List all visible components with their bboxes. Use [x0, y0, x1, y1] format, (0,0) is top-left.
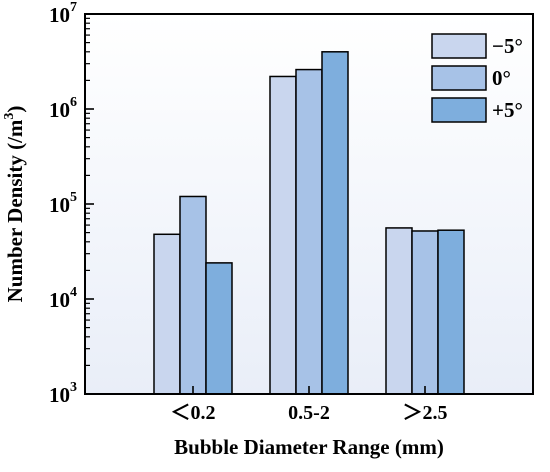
- bar: [179, 195, 207, 395]
- y-axis-title: Number Density (/m3): [2, 106, 27, 303]
- y-tick-exponent: 5: [70, 190, 77, 205]
- legend-swatch: [431, 33, 487, 59]
- y-tick-label: 105: [49, 190, 77, 217]
- y-tick-base: 10: [49, 383, 70, 407]
- x-tick-label: ＜0.2: [171, 402, 216, 424]
- legend: −5° 0° +5°: [431, 33, 523, 123]
- legend-item: 0°: [431, 65, 511, 91]
- legend-label: +5°: [492, 98, 523, 122]
- y-axis-title-sup: 3: [2, 113, 17, 120]
- x-tick-label: ＞2.5: [403, 402, 448, 424]
- bar-group: [153, 195, 233, 395]
- y-tick-base: 10: [49, 98, 70, 122]
- legend-label: 0°: [492, 66, 511, 90]
- bar-group: [269, 51, 349, 395]
- legend-swatch: [431, 65, 487, 91]
- bar: [321, 51, 349, 395]
- y-axis-title-close: ): [3, 106, 27, 113]
- legend-item: +5°: [431, 97, 523, 123]
- bars-layer: [153, 51, 465, 395]
- x-tick-label: 0.5-2: [288, 402, 330, 424]
- bar: [205, 262, 233, 395]
- bar: [153, 233, 181, 395]
- bar: [411, 230, 439, 395]
- y-tick-label: 104: [49, 285, 77, 312]
- y-tick-exponent: 7: [70, 0, 77, 15]
- y-tick-exponent: 6: [70, 95, 77, 110]
- legend-label: −5°: [492, 34, 523, 58]
- legend-item: −5°: [431, 33, 523, 59]
- y-axis-title-main: Number Density (/m: [3, 119, 27, 302]
- y-tick-label: 106: [49, 95, 77, 122]
- y-tick-label: 107: [49, 0, 77, 27]
- legend-swatch: [431, 97, 487, 123]
- y-tick-base: 10: [49, 288, 70, 312]
- bar: [437, 229, 465, 395]
- bar: [385, 227, 413, 395]
- bar: [295, 68, 323, 395]
- y-tick-exponent: 3: [70, 380, 77, 395]
- y-tick-exponent: 4: [70, 285, 77, 300]
- y-tick-label: 103: [49, 380, 77, 407]
- bar: [269, 75, 297, 395]
- y-tick-base: 10: [49, 193, 70, 217]
- bar-group: [385, 227, 465, 395]
- x-axis-title: Bubble Diameter Range (mm): [174, 435, 444, 459]
- x-axis: ＜0.2 0.5-2 ＞2.5: [171, 386, 448, 424]
- y-tick-base: 10: [49, 3, 70, 27]
